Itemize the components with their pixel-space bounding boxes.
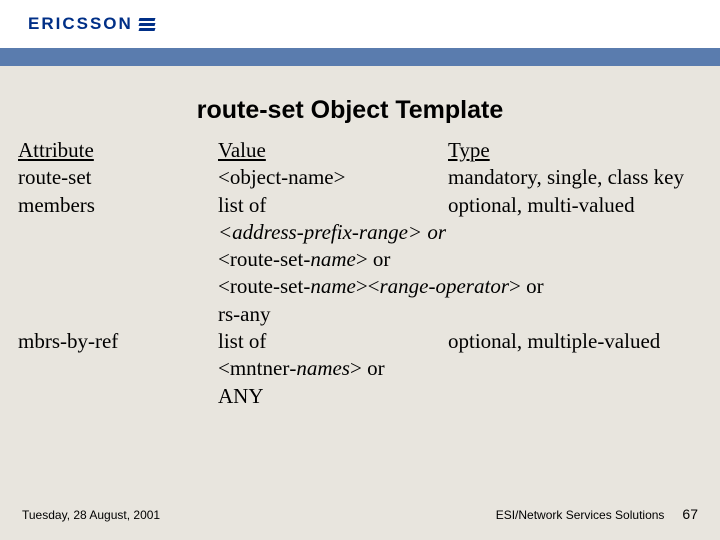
- spacer: [18, 246, 218, 273]
- footer-org: ESI/Network Services Solutions: [496, 508, 665, 522]
- type-mbrs-by-ref: optional, multiple-valued: [448, 328, 702, 355]
- type-members: optional, multi-valued: [448, 192, 702, 219]
- col-header-type: Type: [448, 137, 702, 164]
- val-mbrs-by-ref: list of: [218, 328, 448, 355]
- members-opt4: rs-any: [218, 301, 702, 328]
- spacer: [18, 355, 218, 382]
- brand-bars-icon: [139, 18, 155, 31]
- spacer: [18, 301, 218, 328]
- brand-logo: ERICSSON: [28, 14, 155, 34]
- val-route-set: <object-name>: [218, 164, 448, 191]
- col-header-value: Value: [218, 137, 448, 164]
- type-route-set: mandatory, single, class key: [448, 164, 702, 191]
- members-opt1: <address-prefix-range> or: [218, 219, 702, 246]
- page-title: route-set Object Template: [0, 96, 720, 125]
- divider-bar: [0, 48, 720, 66]
- spacer: [18, 219, 218, 246]
- brand-name: ERICSSON: [28, 14, 133, 34]
- page-number: 67: [682, 506, 698, 522]
- attr-mbrs-by-ref: mbrs-by-ref: [18, 328, 218, 355]
- mbrs-opt2: ANY: [218, 383, 702, 410]
- footer: Tuesday, 28 August, 2001 ESI/Network Ser…: [0, 506, 720, 522]
- header: ERICSSON: [0, 0, 720, 48]
- template-table: Attribute Value Type route-set <object-n…: [0, 125, 720, 410]
- spacer: [18, 383, 218, 410]
- val-members: list of: [218, 192, 448, 219]
- members-opt3: <route-set-name><range-operator> or: [218, 273, 702, 300]
- mbrs-opt1: <mntner-names> or: [218, 355, 702, 382]
- col-header-attribute: Attribute: [18, 137, 218, 164]
- members-opt2: <route-set-name> or: [218, 246, 702, 273]
- footer-right: ESI/Network Services Solutions 67: [496, 506, 698, 522]
- footer-date: Tuesday, 28 August, 2001: [22, 508, 160, 522]
- attr-members: members: [18, 192, 218, 219]
- spacer: [18, 273, 218, 300]
- attr-route-set: route-set: [18, 164, 218, 191]
